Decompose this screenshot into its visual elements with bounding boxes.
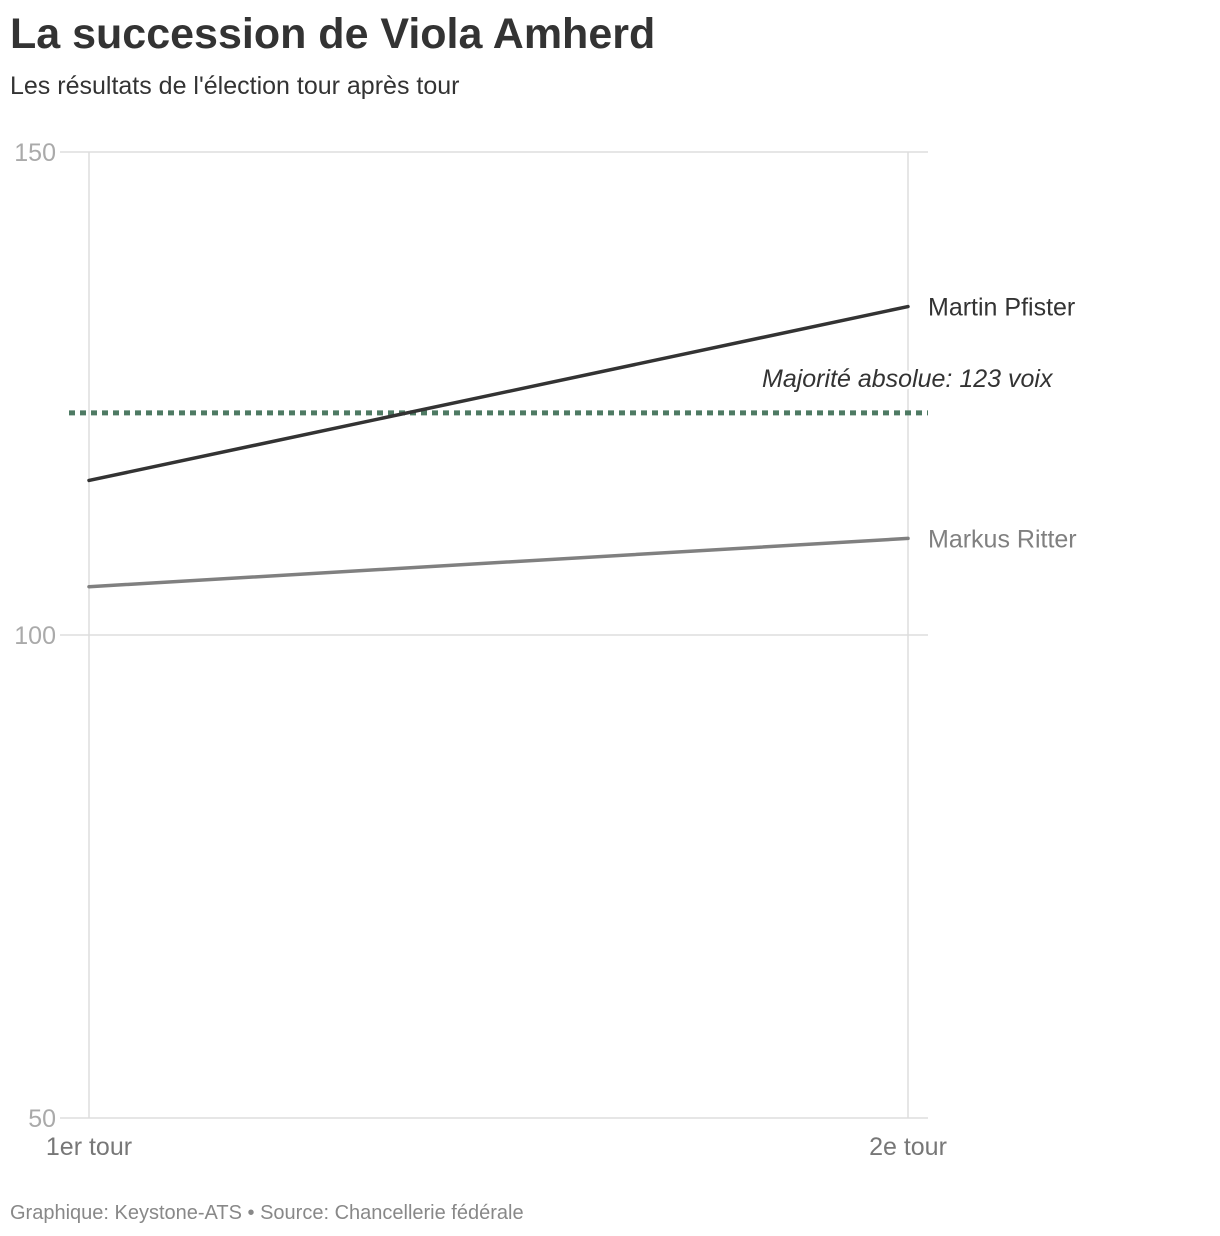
series-line-1	[87, 536, 910, 589]
label-layer: Majorité absolue: 123 voix Martin Pfister…	[759, 294, 1077, 554]
source-credit: Graphique: Keystone-ATS • Source: Chance…	[10, 1202, 524, 1224]
grid-layer: 50 100 150 1er tour 2e tour	[14, 139, 947, 1161]
series-line-0	[87, 304, 910, 483]
x-tick-label: 2e tour	[869, 1133, 947, 1161]
series-layer	[87, 304, 910, 589]
series-label-0: Martin Pfister	[928, 294, 1075, 322]
chart-title: La succession de Viola Amherd	[10, 10, 656, 58]
y-tick-label: 100	[14, 622, 56, 650]
chart-subtitle: Les résultats de l'élection tour après t…	[10, 72, 460, 100]
series-label-1: Markus Ritter	[928, 525, 1077, 553]
y-tick-label: 50	[28, 1105, 56, 1133]
x-tick-label: 1er tour	[46, 1133, 132, 1161]
y-tick-label: 150	[14, 139, 56, 167]
majority-label: Majorité absolue: 123 voix	[762, 365, 1054, 393]
